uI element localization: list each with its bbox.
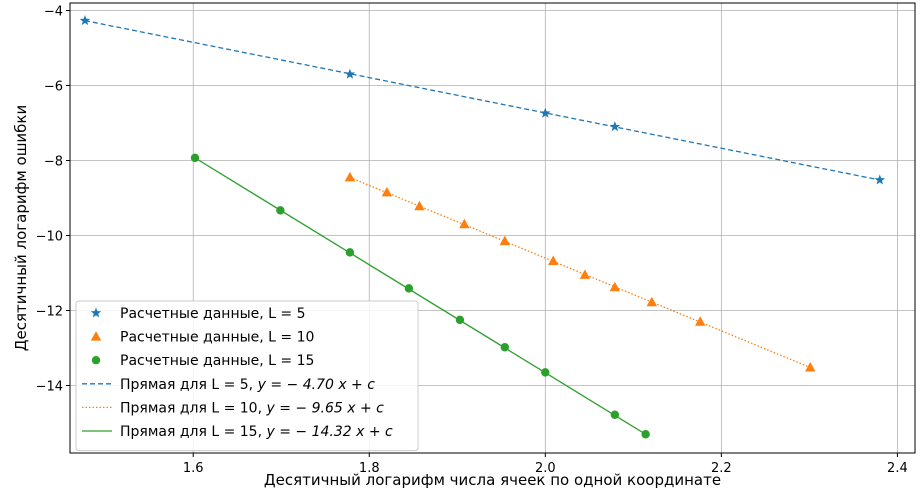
data-point — [344, 171, 356, 182]
legend-label-name: Прямая для L = 15, — [120, 424, 267, 440]
x-ticks: 1.6 1.8 2.0 2.2 2.4 — [183, 453, 908, 476]
legend-label-name: Прямая для L = 10, — [120, 400, 267, 416]
data-point — [874, 174, 886, 185]
data-point — [548, 255, 559, 265]
legend-label-name: Прямая для L = 5, — [120, 377, 258, 393]
data-point — [579, 269, 591, 279]
legend-label: Расчетные данные, L = 5 — [120, 306, 306, 322]
legend-label-name: Расчетные данные, L = 10 — [120, 330, 314, 346]
legend-label-formula: y = − 9.65 x + c — [266, 400, 385, 416]
data-point — [381, 186, 393, 197]
legend-label-name: Расчетные данные, L = 15 — [120, 353, 314, 369]
data-point — [345, 248, 355, 257]
legend-label: Прямая для L = 10, y = − 9.65 x + c — [120, 400, 384, 416]
y-axis-label: Десятичный логарифм ошибки — [12, 105, 30, 351]
y-tick-label: −8 — [44, 155, 63, 170]
data-point — [455, 315, 465, 325]
legend-item: Прямая для L = 15, y = − 14.32 x + c — [82, 424, 393, 440]
data-point — [500, 343, 510, 352]
x-axis-label: Десятичный логарифм числа ячеек по одной… — [264, 471, 721, 489]
data-point — [609, 121, 621, 132]
data-point — [646, 296, 658, 307]
legend-label: Расчетные данные, L = 15 — [120, 353, 314, 369]
y-ticks: −4 −6 −8 −10 −12 −14 — [36, 5, 70, 395]
data-point — [609, 281, 621, 292]
data-point — [344, 68, 356, 79]
x-tick-label: 1.8 — [359, 461, 380, 476]
legend-label-formula: y = − 4.70 x + c — [257, 377, 376, 393]
data-point — [805, 362, 816, 372]
y-tick-label: −6 — [44, 80, 63, 95]
plot-frame — [69, 2, 916, 454]
legend-marker — [91, 356, 101, 365]
x-tick-label: 2.4 — [887, 461, 908, 476]
data-point — [190, 153, 200, 163]
data-point — [276, 206, 285, 215]
legend-item: Прямая для L = 10, y = − 9.65 x + c — [82, 400, 384, 416]
legend-label: Расчетные данные, L = 10 — [120, 330, 314, 346]
x-tick-label: 2.0 — [535, 461, 556, 476]
data-point — [79, 15, 91, 26]
legend-item: Расчетные данные, L = 10 — [90, 330, 314, 346]
data-points — [79, 15, 886, 439]
legend-box — [75, 300, 419, 452]
data-point — [414, 200, 425, 211]
legend-label: Прямая для L = 15, y = − 14.32 x + c — [120, 424, 393, 440]
fit-lines — [84, 19, 880, 435]
data-point — [541, 368, 550, 377]
legend-label: Прямая для L = 5, y = − 4.70 x + c — [120, 377, 375, 393]
data-point — [404, 284, 414, 293]
y-tick-label: −4 — [44, 5, 63, 20]
fit-line — [194, 157, 646, 435]
data-point — [499, 235, 511, 246]
y-tick-label: −14 — [36, 380, 63, 395]
legend-label-formula: y = − 14.32 x + c — [266, 424, 394, 440]
legend-marker — [90, 307, 102, 318]
y-tick-label: −10 — [36, 230, 63, 245]
data-point — [695, 316, 706, 326]
legend-item: Прямая для L = 5, y = − 4.70 x + c — [82, 377, 375, 393]
data-point — [540, 107, 551, 118]
x-tick-label: 1.6 — [183, 461, 204, 476]
legend: Расчетные данные, L = 5 Расчетные данные,… — [75, 300, 419, 452]
data-point — [610, 410, 620, 419]
fit-line — [84, 19, 880, 181]
legend-item: Расчетные данные, L = 15 — [91, 353, 314, 369]
y-tick-label: −12 — [36, 305, 63, 320]
data-point — [459, 218, 470, 229]
data-point — [641, 430, 650, 439]
legend-item: Расчетные данные, L = 5 — [90, 306, 306, 322]
legend-label-name: Расчетные данные, L = 5 — [120, 306, 306, 322]
legend-marker — [90, 331, 102, 341]
x-tick-label: 2.2 — [711, 461, 732, 476]
fit-line — [349, 176, 811, 369]
